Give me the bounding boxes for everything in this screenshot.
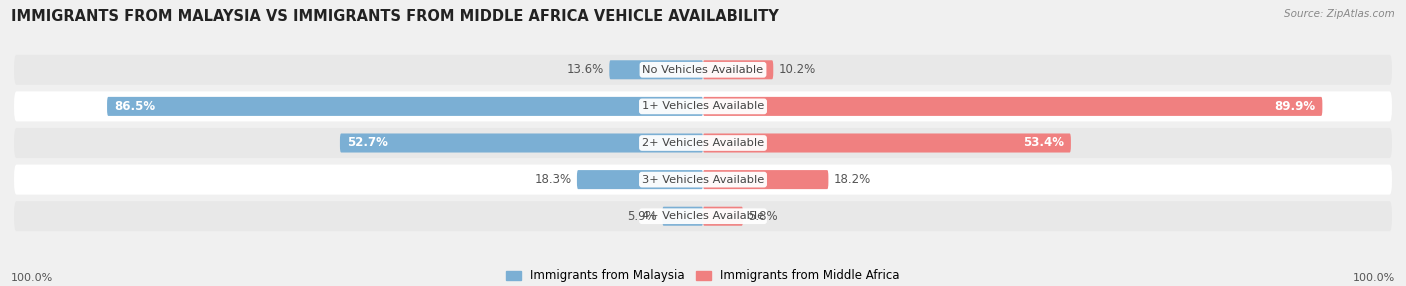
FancyBboxPatch shape bbox=[703, 170, 828, 189]
Text: 1+ Vehicles Available: 1+ Vehicles Available bbox=[643, 102, 763, 111]
FancyBboxPatch shape bbox=[576, 170, 703, 189]
Text: Source: ZipAtlas.com: Source: ZipAtlas.com bbox=[1284, 9, 1395, 19]
FancyBboxPatch shape bbox=[14, 128, 1392, 158]
Text: 89.9%: 89.9% bbox=[1274, 100, 1316, 113]
FancyBboxPatch shape bbox=[107, 97, 703, 116]
Text: 5.8%: 5.8% bbox=[748, 210, 778, 223]
Text: 3+ Vehicles Available: 3+ Vehicles Available bbox=[643, 175, 763, 184]
Text: 86.5%: 86.5% bbox=[114, 100, 155, 113]
FancyBboxPatch shape bbox=[703, 207, 742, 226]
Text: 2+ Vehicles Available: 2+ Vehicles Available bbox=[643, 138, 763, 148]
FancyBboxPatch shape bbox=[14, 165, 1392, 194]
FancyBboxPatch shape bbox=[340, 134, 703, 152]
FancyBboxPatch shape bbox=[703, 134, 1071, 152]
Text: IMMIGRANTS FROM MALAYSIA VS IMMIGRANTS FROM MIDDLE AFRICA VEHICLE AVAILABILITY: IMMIGRANTS FROM MALAYSIA VS IMMIGRANTS F… bbox=[11, 9, 779, 23]
FancyBboxPatch shape bbox=[662, 207, 703, 226]
Text: 18.2%: 18.2% bbox=[834, 173, 872, 186]
Text: 5.9%: 5.9% bbox=[627, 210, 657, 223]
Text: 100.0%: 100.0% bbox=[11, 273, 53, 283]
Text: 4+ Vehicles Available: 4+ Vehicles Available bbox=[643, 211, 763, 221]
FancyBboxPatch shape bbox=[14, 55, 1392, 85]
FancyBboxPatch shape bbox=[14, 201, 1392, 231]
Text: 10.2%: 10.2% bbox=[779, 63, 815, 76]
Text: 13.6%: 13.6% bbox=[567, 63, 603, 76]
Text: 18.3%: 18.3% bbox=[534, 173, 571, 186]
Text: 53.4%: 53.4% bbox=[1024, 136, 1064, 150]
FancyBboxPatch shape bbox=[703, 60, 773, 79]
Text: 52.7%: 52.7% bbox=[347, 136, 388, 150]
Legend: Immigrants from Malaysia, Immigrants from Middle Africa: Immigrants from Malaysia, Immigrants fro… bbox=[502, 265, 904, 286]
FancyBboxPatch shape bbox=[14, 92, 1392, 121]
Text: No Vehicles Available: No Vehicles Available bbox=[643, 65, 763, 75]
FancyBboxPatch shape bbox=[703, 97, 1323, 116]
Text: 100.0%: 100.0% bbox=[1353, 273, 1395, 283]
FancyBboxPatch shape bbox=[609, 60, 703, 79]
